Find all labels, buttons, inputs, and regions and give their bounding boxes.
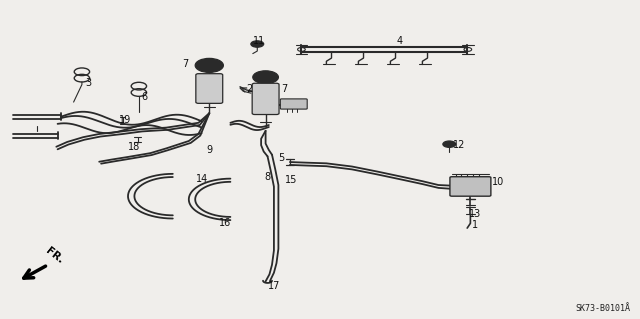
Text: 17: 17 bbox=[268, 280, 280, 291]
Text: 12: 12 bbox=[453, 140, 466, 150]
Text: SK73-B0101Å: SK73-B0101Å bbox=[575, 304, 630, 313]
Text: 16: 16 bbox=[219, 218, 232, 228]
FancyBboxPatch shape bbox=[450, 177, 491, 196]
Text: 14: 14 bbox=[195, 174, 208, 184]
Text: 5: 5 bbox=[278, 153, 285, 163]
Text: 10: 10 bbox=[492, 177, 504, 187]
FancyBboxPatch shape bbox=[252, 83, 279, 115]
Circle shape bbox=[195, 58, 223, 72]
Text: 6: 6 bbox=[141, 92, 147, 102]
Text: 4: 4 bbox=[397, 36, 403, 47]
Text: 13: 13 bbox=[468, 209, 481, 219]
Text: 19: 19 bbox=[118, 115, 131, 125]
Text: FR.: FR. bbox=[44, 246, 65, 265]
Circle shape bbox=[253, 71, 278, 84]
FancyBboxPatch shape bbox=[280, 99, 307, 109]
Text: 9: 9 bbox=[207, 145, 213, 155]
Text: 11: 11 bbox=[253, 36, 266, 47]
Text: 15: 15 bbox=[285, 175, 298, 185]
Text: 8: 8 bbox=[264, 172, 271, 182]
Circle shape bbox=[251, 41, 264, 47]
Text: 3: 3 bbox=[85, 78, 92, 88]
Text: 1: 1 bbox=[472, 220, 478, 230]
Text: 7: 7 bbox=[282, 84, 288, 94]
Text: 2: 2 bbox=[246, 84, 253, 94]
Text: 18: 18 bbox=[128, 142, 141, 152]
FancyBboxPatch shape bbox=[196, 74, 223, 103]
Circle shape bbox=[443, 141, 456, 147]
Text: 7: 7 bbox=[182, 59, 189, 69]
